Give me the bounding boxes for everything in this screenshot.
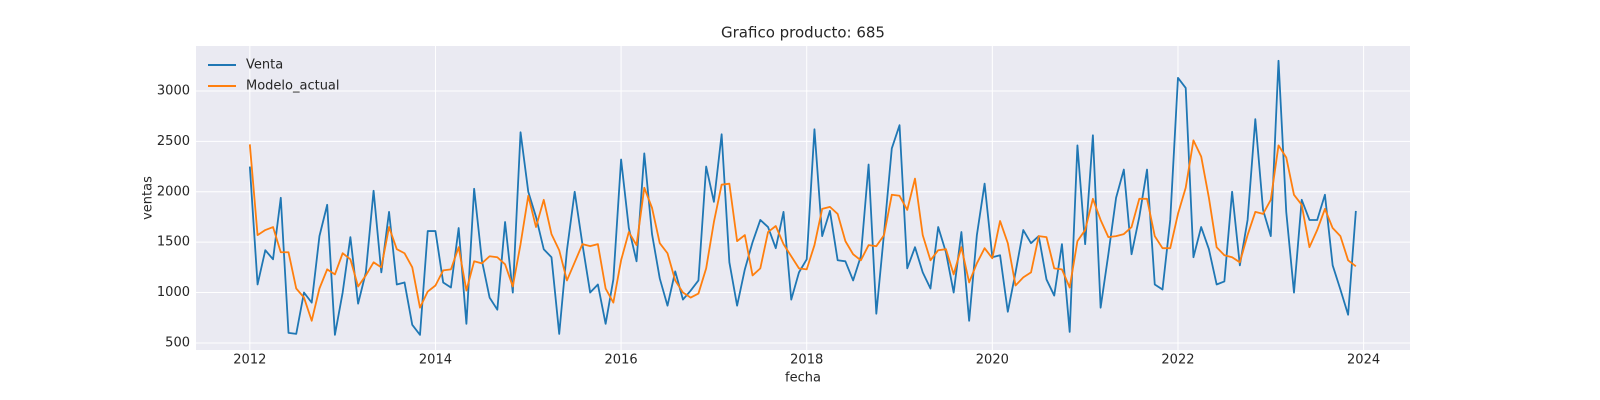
y-axis-label: ventas: [141, 176, 156, 220]
legend-label: Modelo_actual: [246, 79, 340, 94]
y-tick-label: 3000: [157, 83, 190, 98]
y-tick-label: 2000: [157, 184, 190, 199]
y-tick-label: 2500: [157, 134, 190, 149]
chart-title: Grafico producto: 685: [721, 24, 885, 42]
x-axis-label: fecha: [785, 371, 821, 386]
x-tick-label: 2024: [1347, 353, 1380, 368]
y-tick-label: 1000: [157, 285, 190, 300]
x-tick-label: 2022: [1161, 353, 1194, 368]
y-tick-label: 1500: [157, 235, 190, 250]
plot-area: [196, 46, 1410, 350]
legend-label: Venta: [246, 58, 283, 73]
series-line: [248, 59, 1357, 336]
x-tick-label: 2016: [605, 353, 638, 368]
y-tick-label: 500: [165, 335, 190, 350]
x-tick-label: 2018: [790, 353, 823, 368]
x-tick-label: 2012: [233, 353, 266, 368]
series-line: [248, 139, 1357, 322]
x-tick-label: 2014: [419, 353, 452, 368]
x-tick-label: 2020: [976, 353, 1009, 368]
